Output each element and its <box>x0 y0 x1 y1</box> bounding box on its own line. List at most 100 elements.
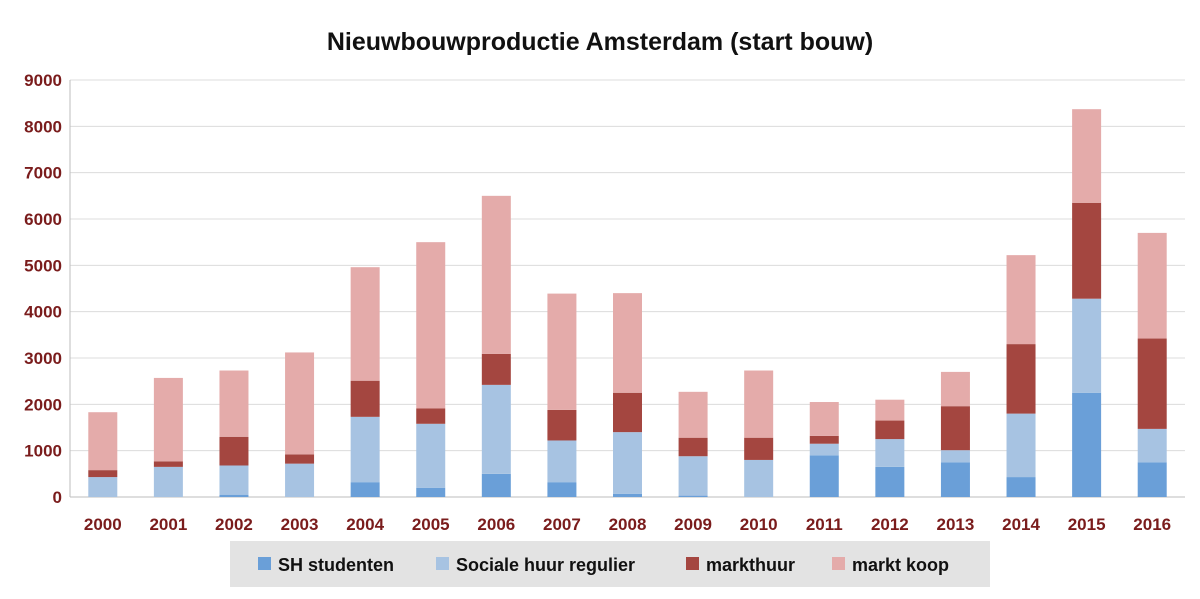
bar-markthuur-2011 <box>809 435 839 444</box>
x-tick-label: 2010 <box>740 515 778 534</box>
bar-markt-koop-2011 <box>809 402 839 436</box>
bar-markthuur-2006 <box>481 353 511 385</box>
x-tick-label: 2004 <box>346 515 384 534</box>
bar-markthuur-2007 <box>547 409 577 441</box>
y-tick-label: 2000 <box>24 395 62 414</box>
bar-markthuur-2002 <box>219 436 249 466</box>
x-tick-label: 2009 <box>674 515 712 534</box>
bar-markthuur-2012 <box>875 420 905 440</box>
bar-markt-koop-2016 <box>1137 232 1167 339</box>
bar-markt-koop-2012 <box>875 399 905 421</box>
y-tick-label: 8000 <box>24 117 62 136</box>
x-tick-label: 2006 <box>477 515 515 534</box>
y-tick-label: 0 <box>53 488 62 507</box>
legend-label-markthuur: markthuur <box>706 555 795 575</box>
legend: SH studenten Sociale huur regulier markthu… <box>230 541 990 587</box>
x-tick-label: 2000 <box>84 515 122 534</box>
bar-markt-koop-2000 <box>88 412 118 471</box>
bar-markt-koop-2009 <box>678 391 708 438</box>
bar-markt-koop-2013 <box>940 371 970 407</box>
bar-markthuur-2000 <box>88 470 118 478</box>
bar-sh-studenten-2005 <box>416 487 446 497</box>
bar-sociale-huur-regulier-2009 <box>678 456 708 496</box>
x-tick-label: 2016 <box>1133 515 1171 534</box>
bar-sh-studenten-2012 <box>875 466 905 497</box>
bar-markthuur-2014 <box>1006 344 1036 414</box>
bar-markthuur-2010 <box>744 437 774 460</box>
bar-sociale-huur-regulier-2000 <box>88 477 118 497</box>
legend-swatch-sh-studenten <box>258 557 271 570</box>
bar-sociale-huur-regulier-2011 <box>809 443 839 456</box>
y-tick-label: 5000 <box>24 256 62 275</box>
bar-sociale-huur-regulier-2007 <box>547 440 577 483</box>
bar-markthuur-2015 <box>1072 202 1102 299</box>
chart-title: Nieuwbouwproductie Amsterdam (start bouw… <box>327 28 873 56</box>
x-tick-label: 2014 <box>1002 515 1040 534</box>
bar-markt-koop-2003 <box>285 352 315 455</box>
bar-markt-koop-2006 <box>481 195 511 354</box>
bar-sh-studenten-2009 <box>678 495 708 497</box>
bar-sh-studenten-2013 <box>940 462 970 497</box>
bar-sociale-huur-regulier-2012 <box>875 439 905 467</box>
bar-sh-studenten-2007 <box>547 482 577 497</box>
bar-sociale-huur-regulier-2008 <box>613 432 642 494</box>
legend-label-markt-koop: markt koop <box>852 555 949 575</box>
bars <box>88 109 1167 497</box>
x-tick-label: 2002 <box>215 515 253 534</box>
bar-markt-koop-2015 <box>1072 109 1102 203</box>
bar-markthuur-2004 <box>350 380 380 417</box>
legend-label-sociale-huur-regulier: Sociale huur regulier <box>456 555 635 575</box>
x-tick-label: 2013 <box>937 515 975 534</box>
bar-sh-studenten-2014 <box>1006 477 1036 497</box>
bar-markthuur-2009 <box>678 437 708 457</box>
bar-sociale-huur-regulier-2002 <box>219 465 249 495</box>
bar-markt-koop-2001 <box>153 377 183 462</box>
x-tick-label: 2007 <box>543 515 581 534</box>
bar-markt-koop-2004 <box>350 267 380 381</box>
bar-markt-koop-2005 <box>416 242 446 409</box>
x-tick-label: 2008 <box>609 515 647 534</box>
legend-box <box>230 541 990 587</box>
bar-sociale-huur-regulier-2005 <box>416 423 446 488</box>
y-axis-ticks: 0 1000 2000 3000 4000 5000 6000 7000 8000 9000 <box>24 71 62 507</box>
bar-sociale-huur-regulier-2003 <box>285 463 315 497</box>
bar-sociale-huur-regulier-2015 <box>1072 298 1102 393</box>
bar-sociale-huur-regulier-2014 <box>1006 413 1036 478</box>
bar-sociale-huur-regulier-2004 <box>350 416 380 483</box>
x-axis-ticks: 2000 2001 2002 2003 2004 2005 2006 2007 2008 2009… <box>84 515 1171 534</box>
bar-markthuur-2016 <box>1137 338 1167 429</box>
legend-swatch-markthuur <box>686 557 699 570</box>
bar-sociale-huur-regulier-2001 <box>153 466 183 497</box>
bar-sociale-huur-regulier-2006 <box>481 384 511 474</box>
y-tick-label: 1000 <box>24 442 62 461</box>
bar-sh-studenten-2015 <box>1072 392 1102 497</box>
bar-sh-studenten-2011 <box>809 455 839 497</box>
x-tick-label: 2003 <box>281 515 319 534</box>
bar-sociale-huur-regulier-2013 <box>940 450 970 463</box>
x-tick-label: 2012 <box>871 515 909 534</box>
x-tick-label: 2015 <box>1068 515 1106 534</box>
x-tick-label: 2001 <box>149 515 187 534</box>
bar-markt-koop-2014 <box>1006 255 1036 345</box>
legend-swatch-markt-koop <box>832 557 845 570</box>
bar-sh-studenten-2016 <box>1137 462 1167 497</box>
bar-markthuur-2013 <box>940 406 970 451</box>
bar-markthuur-2001 <box>153 461 183 467</box>
legend-swatch-sociale-huur-regulier <box>436 557 449 570</box>
y-tick-label: 9000 <box>24 71 62 90</box>
bar-sh-studenten-2002 <box>219 494 249 497</box>
bar-sociale-huur-regulier-2016 <box>1137 428 1167 463</box>
x-tick-label: 2011 <box>806 515 843 534</box>
y-tick-label: 4000 <box>24 303 62 322</box>
x-tick-label: 2005 <box>412 515 450 534</box>
y-tick-label: 3000 <box>24 349 62 368</box>
y-tick-label: 6000 <box>24 210 62 229</box>
bar-sh-studenten-2004 <box>350 482 380 497</box>
y-tick-label: 7000 <box>24 164 62 183</box>
bar-markt-koop-2010 <box>744 370 774 438</box>
bar-markthuur-2008 <box>613 392 642 433</box>
legend-label-sh-studenten: SH studenten <box>278 555 394 575</box>
bar-markt-koop-2002 <box>219 370 249 437</box>
